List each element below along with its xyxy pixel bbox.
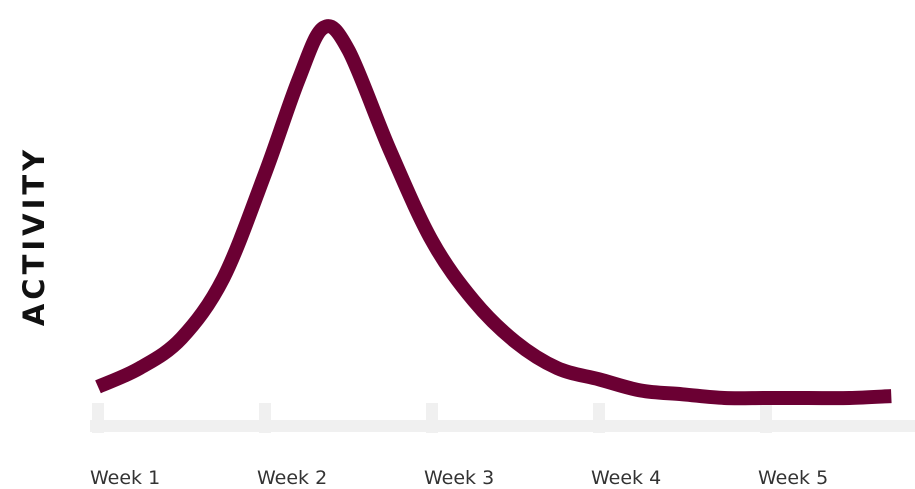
x-tick-mark: [760, 403, 772, 433]
x-tick-mark: [259, 403, 271, 433]
x-tick-mark: [426, 403, 438, 433]
x-tick-labels: Week 1 Week 2 Week 3 Week 4 Week 5: [90, 467, 828, 489]
x-tick-label: Week 4: [591, 467, 661, 489]
x-tick-mark: [593, 403, 605, 433]
x-axis: [90, 403, 915, 433]
activity-series-line: [95, 19, 892, 406]
x-tick-label: Week 5: [758, 467, 828, 489]
x-tick-mark: [92, 403, 104, 433]
x-tick-label: Week 2: [257, 467, 327, 489]
x-tick-label: Week 1: [90, 467, 160, 489]
series-layer: [95, 19, 892, 406]
x-axis-line: [90, 420, 915, 432]
x-tick-label: Week 3: [424, 467, 494, 489]
y-axis-label: ACTIVITY: [17, 146, 51, 326]
